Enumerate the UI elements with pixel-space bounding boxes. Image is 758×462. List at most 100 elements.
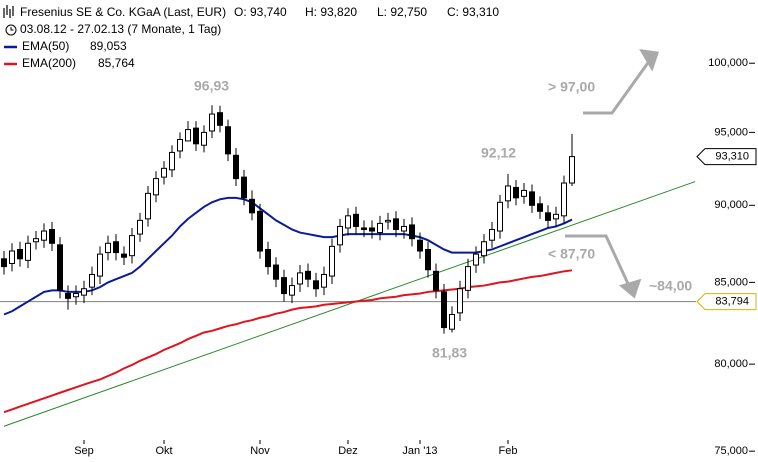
legend-label: EMA(200) bbox=[22, 56, 76, 70]
candle-body bbox=[169, 151, 175, 171]
candle-body bbox=[505, 185, 511, 202]
candle-body bbox=[81, 288, 87, 296]
candle-body bbox=[1, 258, 7, 268]
last-price-label: 93,310 bbox=[715, 151, 749, 163]
candle-body bbox=[121, 253, 127, 258]
candle-body bbox=[473, 253, 479, 266]
y-tick-label: 75,000 bbox=[714, 445, 748, 457]
candle-body bbox=[41, 230, 47, 241]
legend-value: 89,053 bbox=[90, 39, 127, 53]
candle-body bbox=[161, 167, 167, 178]
y-tick-label: 95,000 bbox=[714, 126, 748, 138]
candle-body bbox=[377, 222, 383, 234]
candle-body bbox=[209, 113, 215, 132]
candle-body bbox=[449, 313, 455, 330]
clock-hand bbox=[10, 27, 14, 31]
x-tick-label: Feb bbox=[499, 445, 518, 457]
ohlc-high: H: 93,820 bbox=[305, 5, 357, 19]
candle-body bbox=[273, 264, 279, 280]
candle-body bbox=[513, 186, 519, 199]
x-tick-label: Dez bbox=[338, 445, 358, 457]
clock-icon bbox=[5, 24, 17, 36]
y-tick-label: 85,000 bbox=[714, 276, 748, 288]
candle-body bbox=[417, 239, 423, 252]
candle-body bbox=[409, 224, 415, 240]
annotation: 96,93 bbox=[194, 78, 229, 94]
arrow-up bbox=[583, 59, 652, 115]
ohlc-close: C: 93,310 bbox=[447, 5, 499, 19]
candle-body bbox=[153, 178, 159, 196]
candle-body bbox=[105, 242, 111, 254]
candle-body bbox=[393, 218, 399, 230]
candle-body bbox=[569, 156, 575, 184]
arrow-down bbox=[565, 234, 632, 289]
candle-body bbox=[33, 238, 39, 243]
candle-body bbox=[145, 192, 151, 220]
candle-body bbox=[529, 191, 535, 206]
candle-body bbox=[177, 139, 183, 152]
candle-body bbox=[441, 291, 447, 329]
y-tick-label: 90,000 bbox=[714, 199, 748, 211]
candle-body bbox=[481, 241, 487, 257]
candle-body bbox=[313, 280, 319, 290]
candle-body bbox=[353, 213, 359, 227]
ema-line bbox=[3, 196, 573, 316]
candle-body bbox=[9, 250, 15, 264]
candle-body bbox=[321, 273, 327, 288]
candle-body bbox=[305, 270, 311, 280]
candle-body bbox=[89, 273, 95, 288]
ema-line bbox=[3, 269, 573, 414]
chart-title: Fresenius SE & Co. KGaA (Last, EUR) bbox=[20, 5, 226, 19]
candle-body bbox=[65, 293, 71, 299]
arrow-head bbox=[639, 49, 659, 72]
candle-body bbox=[361, 227, 367, 230]
candle-body bbox=[97, 253, 103, 277]
x-tick-label: Okt bbox=[155, 445, 172, 457]
y-tick-label: 100,000 bbox=[708, 57, 748, 69]
annotation: > 97,00 bbox=[548, 79, 595, 95]
ohlc-open: O: 93,740 bbox=[234, 5, 287, 19]
last-price-tag bbox=[696, 148, 757, 166]
candle-body bbox=[385, 219, 391, 223]
candle-body bbox=[17, 248, 23, 260]
candle-body bbox=[281, 277, 287, 295]
annotation: 92,12 bbox=[481, 145, 516, 161]
candle-body bbox=[537, 203, 543, 212]
period: 03.08.12 - 27.02.13 (7 Monate, 1 Tag) bbox=[20, 22, 221, 36]
candle-body bbox=[489, 228, 495, 241]
candle-body bbox=[249, 198, 255, 214]
candle-body bbox=[113, 241, 119, 254]
candle-body bbox=[401, 225, 407, 232]
support-tag bbox=[696, 293, 757, 311]
x-tick-label: Sep bbox=[74, 445, 94, 457]
candle-body bbox=[233, 154, 239, 180]
chart-icon bbox=[3, 5, 14, 18]
plot-area: 100,000 95,000 90,000 85,000 80,000 75,000 Sep… bbox=[0, 57, 757, 457]
candle-body bbox=[225, 126, 231, 155]
candle-body bbox=[57, 244, 63, 291]
candle-body bbox=[185, 129, 191, 142]
candle-body bbox=[457, 288, 463, 314]
candle-body bbox=[425, 248, 431, 271]
header: Fresenius SE & Co. KGaA (Last, EUR) O: 9… bbox=[3, 5, 499, 70]
candle-body bbox=[497, 201, 503, 232]
candle-body bbox=[73, 293, 79, 298]
legend-value: 85,764 bbox=[98, 56, 135, 70]
support-label: 83,794 bbox=[715, 296, 749, 308]
candle-body bbox=[297, 272, 303, 285]
candle-body bbox=[337, 225, 343, 246]
x-tick-label: Jan '13 bbox=[402, 445, 437, 457]
candle-body bbox=[25, 242, 31, 261]
candle-body bbox=[265, 248, 271, 268]
arrow-head bbox=[618, 278, 642, 299]
candle-body bbox=[553, 213, 559, 220]
candle-body bbox=[137, 219, 143, 235]
annotation: < 87,70 bbox=[548, 246, 595, 262]
candle-body bbox=[345, 215, 351, 229]
candle-body bbox=[561, 182, 567, 217]
candle-body bbox=[257, 210, 263, 252]
arrows bbox=[565, 49, 659, 299]
legend-label: EMA(50) bbox=[22, 39, 69, 53]
candle-body bbox=[329, 245, 335, 277]
